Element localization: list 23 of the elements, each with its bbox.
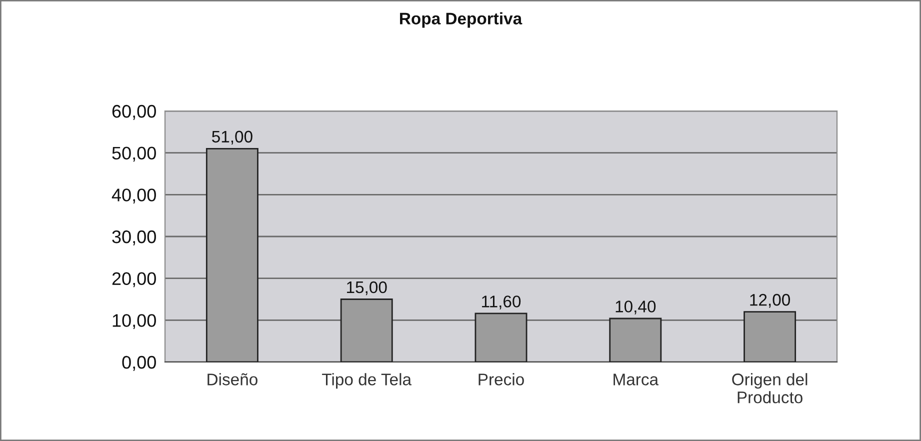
data-label: 11,60: [482, 296, 521, 310]
bar: [340, 298, 393, 362]
bar: [206, 148, 258, 362]
data-label: 15,00: [347, 281, 387, 296]
x-tick-label: Marca: [614, 374, 659, 386]
y-tick-label: 40,00: [112, 188, 156, 204]
y-tick-label: 0,00: [122, 356, 156, 371]
x-tick-label: Origen del Producto: [732, 373, 808, 404]
data-label: 10,40: [616, 300, 656, 314]
x-tick-label: Precio: [478, 373, 524, 386]
y-tick-label: 20,00: [112, 272, 156, 288]
data-label: 51,00: [212, 130, 252, 145]
bar: [474, 312, 528, 362]
bar: [609, 318, 662, 362]
data-label: 12,00: [750, 294, 790, 308]
y-tick-label: 50,00: [112, 146, 156, 162]
y-tick-label: 10,00: [112, 314, 156, 330]
x-tick-label: Diseño: [208, 373, 258, 386]
chart-title: Ropa Deportiva: [400, 12, 522, 28]
y-tick-label: 30,00: [112, 230, 156, 246]
x-tick-label: Tipo de Tela: [322, 373, 412, 389]
y-tick-label: 60,00: [112, 104, 156, 120]
bar: [744, 311, 796, 362]
